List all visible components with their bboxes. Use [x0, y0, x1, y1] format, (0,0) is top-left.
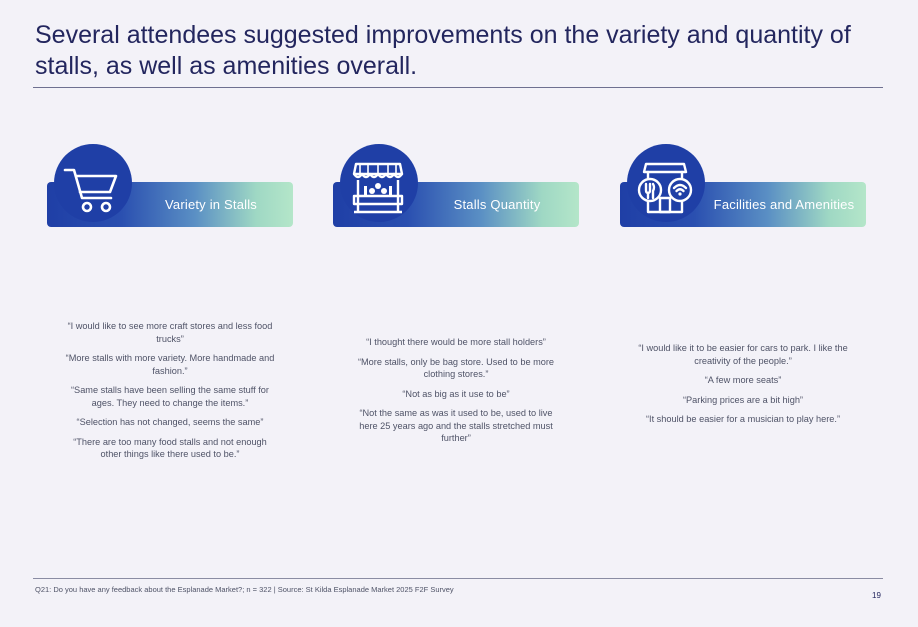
footer-divider	[33, 578, 883, 579]
facilities-building-icon	[637, 162, 693, 214]
quote: “I would like to see more craft stores a…	[67, 321, 273, 344]
quote: “Not as big as it use to be”	[402, 388, 510, 399]
category-card-variety: Variety in Stalls	[47, 144, 293, 228]
category-label: Stalls Quantity	[453, 197, 541, 212]
page-title: Several attendees suggested improvements…	[35, 21, 851, 80]
page-number: 19	[872, 591, 881, 600]
icon-circle	[340, 144, 418, 222]
quotes-quantity: “I thought there would be more stall hol…	[351, 336, 561, 452]
quote: “Parking prices are a bit high”	[682, 394, 803, 405]
quote: “More stalls with more variety. More han…	[65, 353, 275, 376]
quote: “I would like it to be easier for cars t…	[638, 343, 848, 366]
category-label: Facilities and Amenities	[713, 197, 855, 212]
quotes-facilities: “I would like it to be easier for cars t…	[638, 342, 848, 433]
category-card-quantity: Stalls Quantity	[333, 144, 579, 228]
icon-circle	[627, 144, 705, 222]
title-divider	[33, 87, 883, 88]
market-stall-icon	[352, 162, 404, 214]
category-label: Variety in Stalls	[164, 197, 258, 212]
quotes-variety: “I would like to see more craft stores a…	[65, 320, 275, 468]
icon-circle	[54, 144, 132, 222]
source-note: Q21: Do you have any feedback about the …	[35, 585, 454, 594]
quote: “Same stalls have been selling the same …	[71, 385, 269, 408]
quote: “A few more seats”	[704, 375, 782, 385]
quote: “More stalls, only be bag store. Used to…	[357, 356, 555, 380]
quote: “There are too many food stalls and not …	[73, 436, 267, 460]
quote: “It should be easier for a musician to p…	[645, 414, 841, 424]
category-card-facilities: Facilities and Amenities	[620, 144, 866, 228]
quote: “Not the same as was it used to be, used…	[359, 408, 553, 443]
shopping-cart-icon	[63, 168, 118, 213]
quote: “I thought there would be more stall hol…	[366, 337, 546, 347]
quote: “Selection has not changed, seems the sa…	[76, 417, 264, 427]
